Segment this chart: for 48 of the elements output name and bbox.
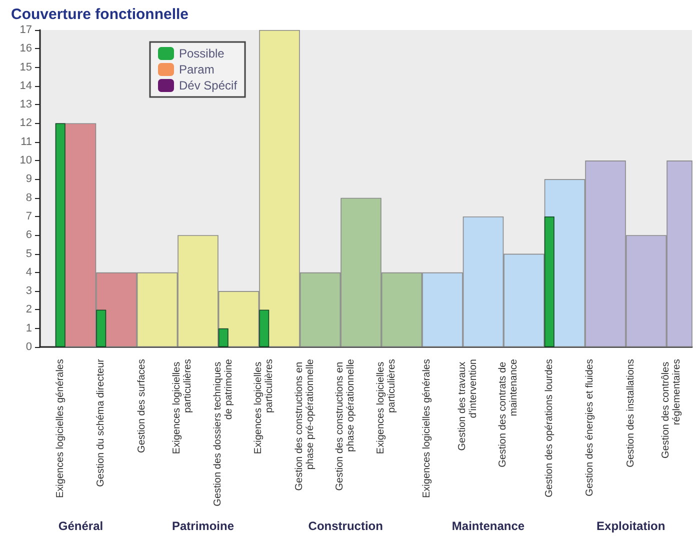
bar [96,310,106,347]
y-tick-label: 8 [26,192,32,204]
x-tick-label: Gestion des dossiers techniques de patrimoine [212,358,234,506]
x-tick-label: Exigences logicielles particulières [375,359,398,454]
text: Maintenance [452,519,525,533]
y-tick-label: 3 [26,285,32,298]
bar [544,216,554,347]
y-tick-label: 4 [26,266,32,278]
x-tick-label: Exigences logicielles particulières [172,359,194,454]
text: Construction [308,519,383,533]
y-tick-label: 15 [20,61,32,74]
legend-label: Dév Spécif [179,78,238,92]
x-tick-label: Exigences logicielles générales [422,359,433,498]
y-tick-label: 5 [26,248,32,260]
x-tick-label: Gestion des opérations lourdes [544,359,555,498]
y-tick-label: 10 [20,154,32,167]
y-tick-label: 1 [26,322,32,334]
y-tick-label: 7 [26,210,32,222]
legend-label: Possible [179,46,225,60]
y-tick-label: 11 [20,136,32,148]
x-tick-label: Gestion des contrôles réglementaires [660,359,683,458]
y-tick-label: 16 [20,42,32,55]
x-tick-label: Gestion des constructions en phase pré-opérationnelle [294,358,316,491]
y-tick-label: 9 [26,173,32,186]
x-tick-label: Gestion des surfaces [136,359,148,453]
y-tick-label: 13 [20,98,32,111]
y-tick-label: 12 [20,117,32,130]
bar [259,310,270,347]
x-tick-label: Exigences logicielles particulières [253,359,276,454]
y-tick-label: 2 [26,304,32,316]
text: Exploitation [596,519,666,533]
x-tick-label: Gestion des travaux d'intervention [456,359,479,451]
x-tick-label: Gestion du schéma directeur [96,358,107,487]
bar [55,123,66,347]
bar [218,328,228,347]
text: Général [58,519,104,533]
x-tick-label: Gestion des installations [625,359,636,468]
y-tick-label: 6 [26,229,32,242]
y-tick-label: 14 [20,80,32,92]
y-tick-label: 0 [26,341,32,353]
chart-title: Couverture fonctionnelle [11,6,189,23]
x-tick-label: Gestion des contrats de maintenance [498,358,520,468]
x-tick-label: Gestion des constructions en phase opérationnelle [334,358,357,491]
text: Patrimoine [172,519,234,533]
x-tick-label: Exigences logicielles générales [54,359,66,498]
legend-label: Param [179,62,214,76]
x-tick-label: Gestion des énergies et fluides [584,359,596,496]
y-tick-label: 17 [20,24,32,36]
